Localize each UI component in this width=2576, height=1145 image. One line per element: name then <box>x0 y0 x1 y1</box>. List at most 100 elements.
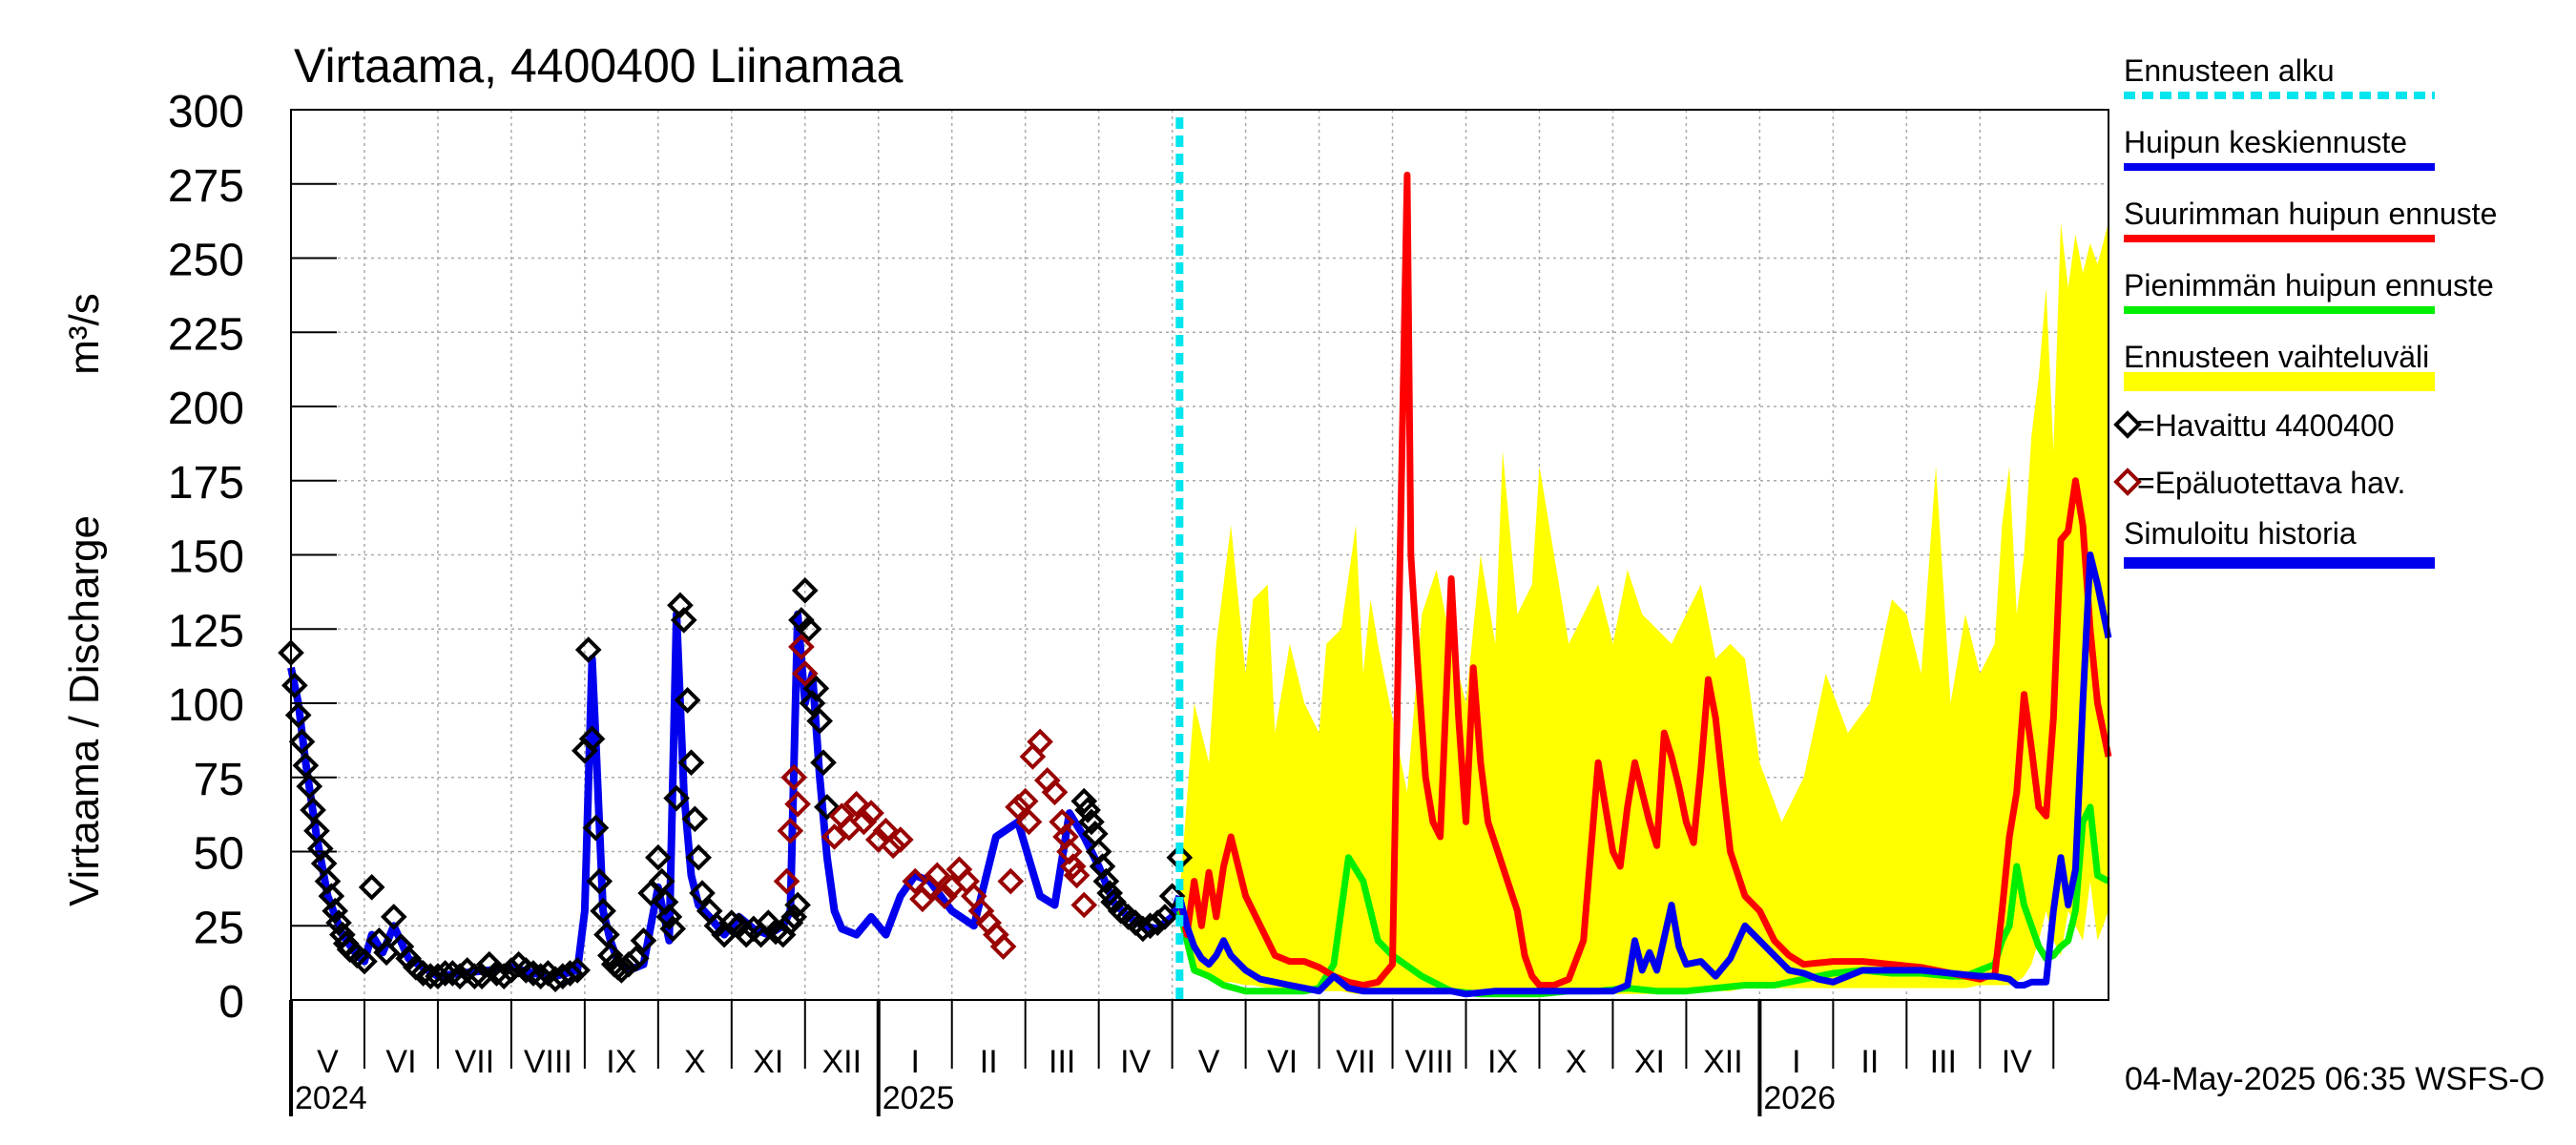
observed-point <box>300 797 326 823</box>
timestamp: 04-May-2025 06:35 WSFS-O <box>2125 1061 2545 1097</box>
unreliable-markers <box>773 634 1098 960</box>
unreliable-point <box>1059 853 1087 880</box>
legend-label: =Havaittu 4400400 <box>2137 408 2395 443</box>
observed-point <box>615 950 642 978</box>
month-label: V <box>317 1044 339 1080</box>
y-axis-ticks: 0 25 50 75 100 125 150 175 200 225 250 275 300 <box>168 87 337 1028</box>
observed-point <box>802 675 830 702</box>
observed-point <box>409 960 437 987</box>
observed-point <box>1096 880 1124 906</box>
y-tick-label: 25 <box>194 903 244 953</box>
legend-label: Simuloitu historia <box>2124 516 2357 551</box>
unreliable-point <box>773 867 800 895</box>
observed-point <box>1152 904 1178 930</box>
observed-point <box>717 909 745 936</box>
month-label: XII <box>821 1044 862 1080</box>
month-label: IX <box>606 1044 636 1080</box>
observed-point <box>431 960 459 987</box>
month-label: II <box>980 1044 998 1080</box>
month-label: VI <box>1267 1044 1298 1080</box>
y-tick-label: 250 <box>168 236 244 286</box>
month-label: VIII <box>1405 1044 1454 1080</box>
observed-point <box>380 904 407 930</box>
observed-point <box>689 880 716 906</box>
observed-point <box>527 963 554 989</box>
observed-point <box>564 957 592 984</box>
observed-point <box>799 690 826 717</box>
month-label: IV <box>2002 1044 2032 1080</box>
observed-point <box>814 794 841 821</box>
observed-point <box>288 728 316 756</box>
mean-forecast-layer <box>1175 552 2112 998</box>
observed-point <box>685 843 713 871</box>
y-tick-label: 175 <box>168 458 244 509</box>
unreliable-point <box>777 817 804 844</box>
unreliable-point <box>858 800 884 826</box>
unreliable-point <box>1027 728 1053 756</box>
unreliable-point <box>864 826 892 853</box>
mean-forecast-line <box>1175 552 2112 998</box>
unreliable-point <box>924 862 951 889</box>
month-label: IV <box>1120 1044 1151 1080</box>
observed-point <box>325 909 352 936</box>
y-axis-label: Virtaama / Discharge <box>61 515 108 906</box>
unreliable-point <box>788 634 815 660</box>
year-label: 2024 <box>295 1080 367 1116</box>
legend-label: Ennusteen alku <box>2124 53 2335 88</box>
legend-label: Ennusteen vaihteluväli <box>2124 340 2429 374</box>
observed-point <box>1158 883 1186 909</box>
month-label: XII <box>1703 1044 1743 1080</box>
y-tick-label: 200 <box>168 384 244 434</box>
y-tick-label: 50 <box>194 829 244 880</box>
unreliable-point <box>1070 891 1098 919</box>
unreliable-point <box>1063 862 1091 889</box>
observed-point <box>586 867 613 895</box>
y-tick-label: 125 <box>168 606 244 656</box>
y-tick-label: 275 <box>168 161 244 212</box>
month-label: X <box>1566 1044 1588 1080</box>
observed-point <box>281 672 308 699</box>
observed-point <box>655 904 683 930</box>
unreliable-point <box>997 867 1025 895</box>
month-label: III <box>1049 1044 1075 1080</box>
month-label: VII <box>1336 1044 1376 1080</box>
legend-label: Pienimmän huipun ennuste <box>2124 268 2494 302</box>
unreliable-point <box>902 867 929 895</box>
forecast-range-band <box>1179 222 2109 994</box>
observed-point <box>791 576 819 604</box>
observed-point <box>593 921 620 948</box>
forecast-range-layer <box>1179 222 2109 994</box>
observed-point <box>659 915 687 943</box>
observed-point <box>490 963 518 989</box>
chart-title: Virtaama, 4400400 Liinamaa <box>294 39 904 93</box>
y-tick-label: 100 <box>168 680 244 731</box>
observed-point <box>681 805 709 833</box>
month-label: VI <box>385 1044 416 1080</box>
year-label: 2026 <box>1763 1080 1836 1116</box>
observed-point <box>590 897 616 925</box>
unreliable-point <box>880 832 906 860</box>
observed-point <box>351 947 378 975</box>
month-label: IX <box>1487 1044 1518 1080</box>
unreliable-point <box>784 790 811 818</box>
observed-point <box>1074 797 1101 823</box>
unreliable-point <box>887 826 914 853</box>
unreliable-point <box>791 660 819 687</box>
observed-point <box>795 615 822 643</box>
month-label: XI <box>1634 1044 1665 1080</box>
y-tick-label: 150 <box>168 532 244 583</box>
unreliable-point <box>1015 808 1043 836</box>
observed-markers <box>278 576 1194 993</box>
min-forecast-layer <box>1175 803 2110 998</box>
legend-label: =Epäluotettava hav. <box>2137 466 2405 500</box>
month-label: I <box>911 1044 920 1080</box>
observed-point <box>645 843 672 871</box>
legend-label: Huipun keskiennuste <box>2124 125 2407 159</box>
min-forecast-line <box>1175 803 2110 998</box>
observed-point <box>1078 808 1105 836</box>
legend-range-swatch <box>2124 372 2435 391</box>
observed-point <box>608 957 635 984</box>
month-label: VIII <box>524 1044 572 1080</box>
y-tick-label: 225 <box>168 309 244 360</box>
